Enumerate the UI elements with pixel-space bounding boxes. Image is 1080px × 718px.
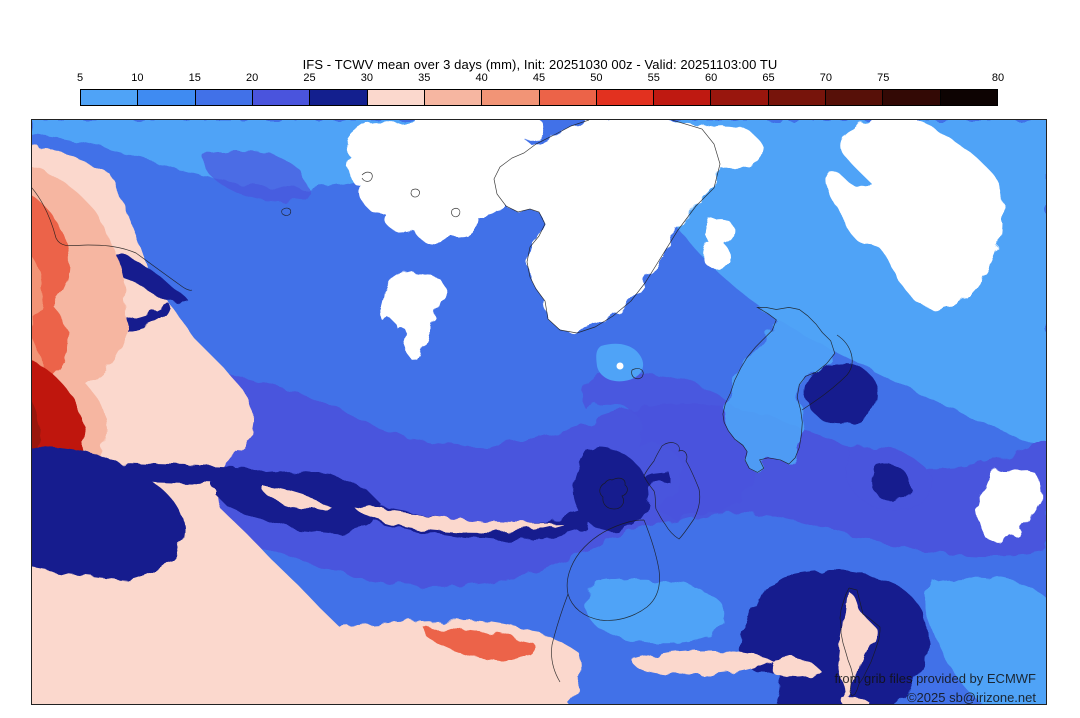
svg-text:from grib files provided by EC: from grib files provided by ECMWF xyxy=(834,671,1036,686)
svg-text:©2025 sb@irizone.net: ©2025 sb@irizone.net xyxy=(907,690,1036,705)
